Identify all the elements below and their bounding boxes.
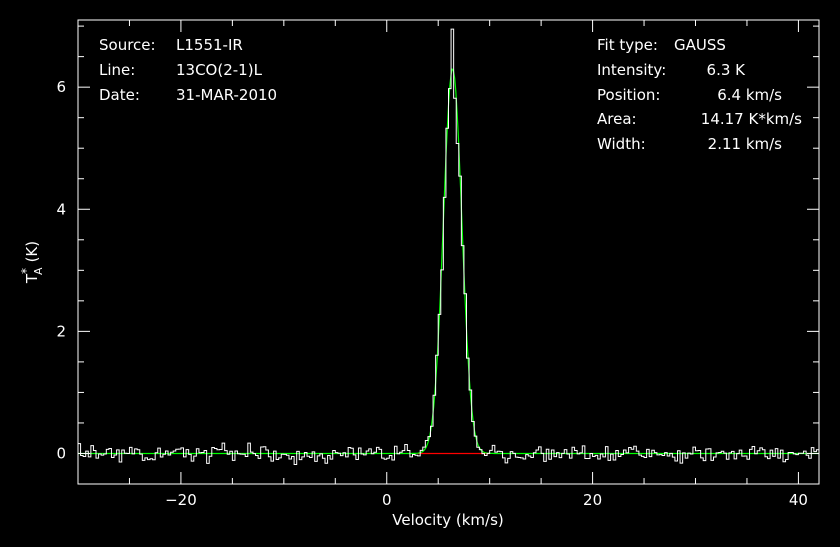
position-value: 6.4 km/s bbox=[717, 86, 782, 104]
spectrum-line bbox=[78, 28, 819, 465]
width-value: 2.11 km/s bbox=[708, 135, 783, 153]
date-label: Date: bbox=[99, 86, 140, 104]
y-axis-label-main: T bbox=[23, 273, 41, 284]
fit-type-value: GAUSS bbox=[674, 36, 726, 54]
ticks-layer: −20 0 20 40 0 2 4 6 bbox=[56, 20, 819, 509]
y-tick-label: 6 bbox=[56, 78, 66, 96]
area-label: Area: bbox=[597, 110, 637, 128]
plot-frame bbox=[77, 19, 820, 485]
y-axis-label: T*A (K) bbox=[19, 241, 45, 284]
width-label: Width: bbox=[597, 135, 646, 153]
y-tick-label: 0 bbox=[56, 444, 66, 462]
area-value: 14.17 K*km/s bbox=[701, 110, 802, 128]
x-tick-label: 0 bbox=[382, 491, 392, 509]
spectrum-layer bbox=[78, 28, 819, 465]
x-tick-label: −20 bbox=[165, 491, 197, 509]
y-axis-label-unit: (K) bbox=[23, 241, 41, 263]
x-tick-label: 40 bbox=[789, 491, 808, 509]
y-tick-label: 2 bbox=[56, 322, 66, 340]
x-tick-label: 20 bbox=[583, 491, 602, 509]
fit-type-label: Fit type: bbox=[597, 36, 658, 54]
intensity-label: Intensity: bbox=[597, 61, 666, 79]
line-label: Line: bbox=[99, 61, 135, 79]
date-value: 31-MAR-2010 bbox=[176, 86, 277, 104]
source-value: L1551-IR bbox=[176, 36, 243, 54]
position-label: Position: bbox=[597, 86, 660, 104]
line-value: 13CO(2-1)L bbox=[176, 61, 263, 79]
y-axis-label-sub: A bbox=[32, 267, 45, 275]
y-axis-label-sup: * bbox=[19, 268, 33, 274]
svg-text:T*A(K): T*A (K) bbox=[19, 241, 45, 284]
source-label: Source: bbox=[99, 36, 156, 54]
y-tick-label: 4 bbox=[56, 200, 66, 218]
intensity-value: 6.3 K bbox=[707, 61, 747, 79]
x-axis-label: Velocity (km/s) bbox=[392, 511, 503, 529]
